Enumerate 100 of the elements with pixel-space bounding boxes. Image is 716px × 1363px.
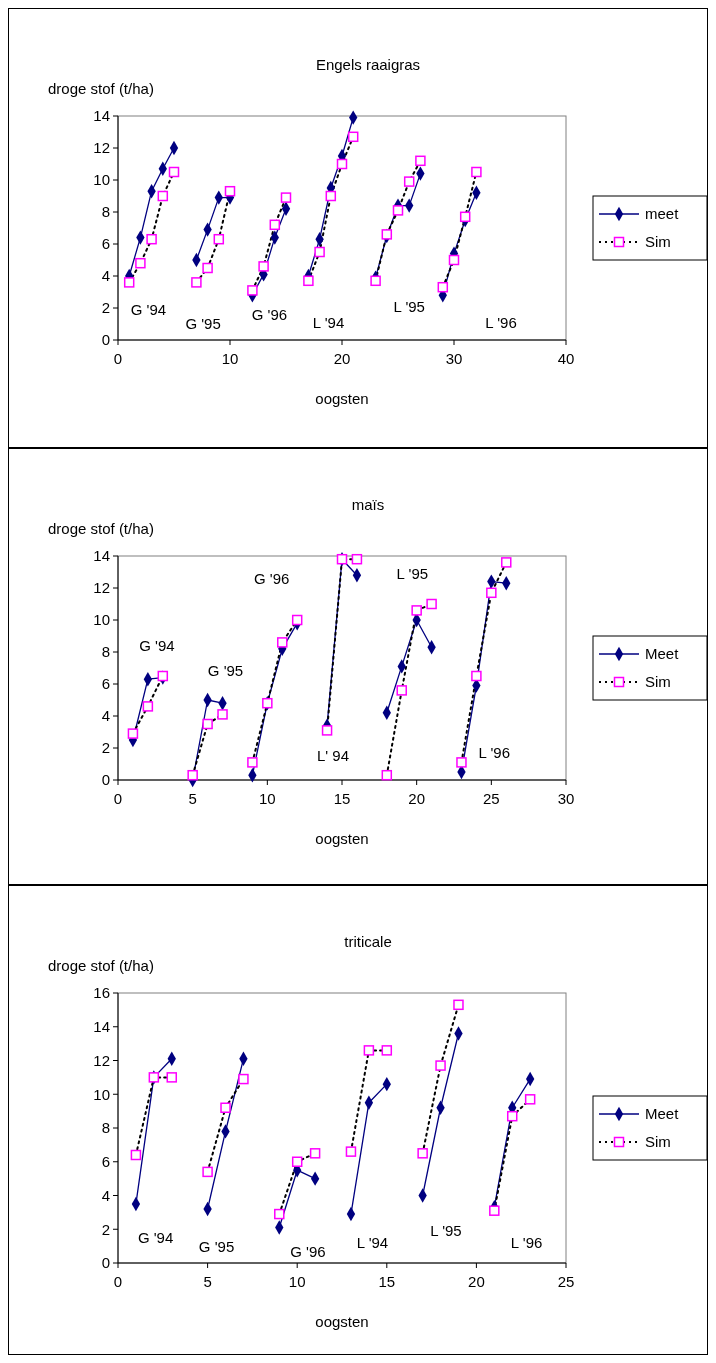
point	[524, 1094, 536, 1105]
point	[489, 1205, 500, 1216]
x-tick-label: 0	[113, 350, 123, 367]
y-tick-label: 6	[101, 1153, 110, 1170]
y-tick-label: 14	[93, 107, 110, 125]
point	[403, 176, 415, 187]
y-tick-label: 14	[93, 547, 110, 565]
point	[392, 205, 404, 216]
point	[168, 166, 180, 178]
point	[471, 670, 482, 682]
chart-title: triticale	[344, 933, 392, 950]
point	[336, 158, 348, 170]
point	[238, 1073, 249, 1085]
point	[291, 614, 303, 626]
annotation: L '96	[510, 1234, 543, 1251]
y-tick-label: 16	[93, 984, 110, 1002]
point	[130, 1149, 142, 1161]
point	[123, 277, 135, 288]
chart-title: Engels raaigras	[315, 56, 421, 73]
point	[213, 233, 225, 245]
x-axis-title: oogsten	[315, 830, 369, 847]
x-tick-label: 20	[333, 350, 351, 367]
annotation: L' 94	[317, 747, 350, 765]
point	[347, 131, 359, 143]
y-tick-label: 6	[101, 235, 110, 253]
point	[303, 275, 314, 287]
point	[157, 190, 169, 202]
y-tick-label: 10	[93, 1085, 110, 1103]
point	[224, 185, 236, 197]
point	[220, 1102, 231, 1113]
point	[471, 166, 482, 178]
x-tick-label: 0	[113, 790, 123, 807]
x-tick-label: 20	[468, 1273, 485, 1290]
x-tick-label: 40	[557, 350, 575, 367]
y-tick-label: 4	[101, 1186, 110, 1204]
annotation: G '95	[185, 315, 221, 333]
legend-label: Sim	[645, 1133, 671, 1151]
point	[437, 281, 449, 293]
point	[456, 757, 467, 768]
point	[191, 277, 202, 288]
x-tick-label: 30	[445, 350, 463, 367]
annotation: G '96	[253, 569, 290, 587]
point	[396, 685, 407, 696]
legend-label: Sim	[645, 233, 671, 251]
x-tick-label: 10	[288, 1273, 306, 1290]
point	[351, 553, 363, 565]
point	[274, 1208, 285, 1220]
legend-label: Meet	[645, 1105, 680, 1123]
y-tick-label: 2	[101, 739, 110, 757]
point	[247, 757, 258, 768]
y-tick-label: 10	[93, 171, 110, 189]
y-tick-label: 0	[101, 771, 110, 789]
point	[146, 233, 157, 245]
point	[459, 211, 471, 223]
point	[321, 725, 333, 736]
point	[426, 598, 437, 610]
legend-label: meet	[645, 205, 680, 223]
point	[363, 1045, 375, 1056]
annotation: G '94	[139, 636, 175, 654]
annotation: G '94	[130, 300, 167, 318]
annotation: G '95	[207, 662, 244, 680]
y-tick-label: 4	[101, 267, 110, 285]
point	[448, 254, 460, 266]
annotation: L '95	[430, 1222, 462, 1240]
point	[381, 769, 393, 781]
point	[277, 637, 288, 648]
x-tick-label: 5	[188, 790, 197, 807]
chart-title: maïs	[351, 496, 385, 513]
point	[280, 192, 292, 203]
point	[187, 769, 198, 781]
y-axis-title: droge stof (t/ha)	[48, 957, 154, 974]
point	[127, 728, 139, 739]
annotation: G '94	[137, 1228, 174, 1246]
y-tick-label: 8	[101, 1119, 110, 1137]
point	[247, 285, 258, 296]
point	[309, 1148, 321, 1159]
point	[417, 1148, 428, 1159]
legend-label: Sim	[645, 673, 671, 691]
y-tick-label: 10	[93, 611, 110, 629]
point	[166, 1072, 178, 1083]
y-tick-label: 4	[101, 707, 110, 725]
annotation: L '94	[312, 313, 345, 331]
point	[415, 155, 426, 167]
x-tick-label: 0	[113, 1273, 123, 1290]
point	[202, 262, 213, 274]
annotation: L '96	[478, 744, 511, 762]
y-tick-label: 2	[101, 299, 110, 317]
point	[506, 1110, 518, 1122]
legend-label: Meet	[645, 645, 680, 663]
y-tick-label: 2	[101, 1220, 110, 1238]
y-tick-label: 0	[101, 331, 110, 349]
point	[411, 605, 422, 616]
point	[314, 246, 325, 258]
y-tick-label: 12	[93, 139, 110, 157]
x-tick-label: 25	[482, 790, 500, 807]
point	[142, 701, 154, 712]
x-tick-label: 5	[203, 1273, 212, 1290]
x-tick-label: 15	[378, 1273, 396, 1290]
point	[501, 557, 512, 568]
point	[258, 261, 269, 272]
